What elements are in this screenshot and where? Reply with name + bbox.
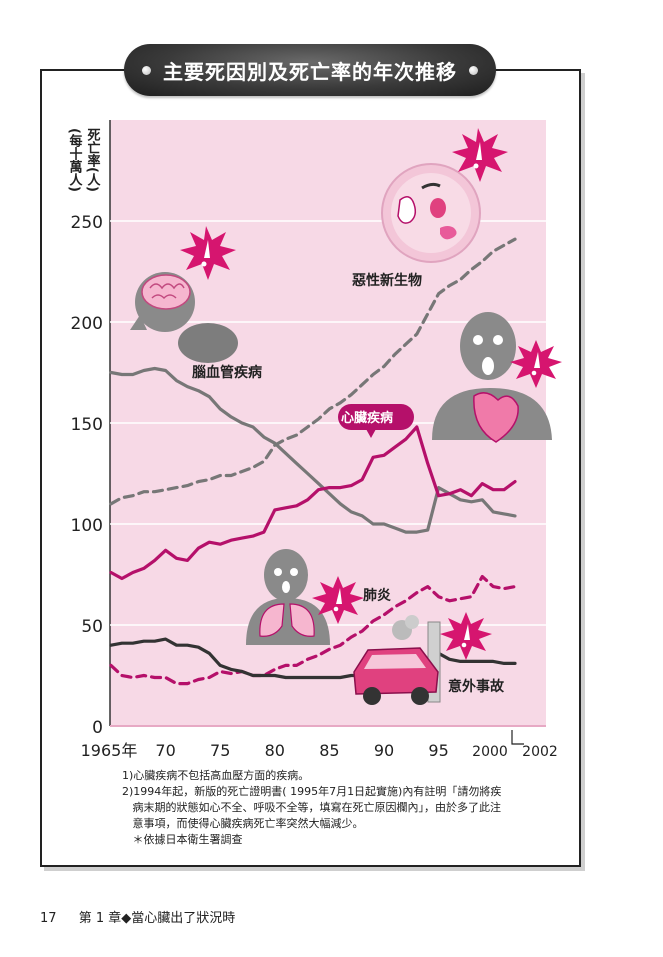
alert-burst-icon-lungs [312,576,364,624]
x-tick-label: 85 [319,741,339,760]
page-footer: 17 第 1 章◆當心臟出了狀況時 [40,907,253,926]
chapter-title: 第 1 章◆當心臟出了狀況時 [78,911,236,926]
series-line-2 [109,425,517,581]
car-crash-illustration [353,615,441,705]
bullet-dot-icon [469,65,478,75]
cancer-cells-illustration [381,163,481,263]
alert-burst-icon-cancer [452,128,508,182]
series-label-accident: 意外事故 [448,678,505,695]
series-line-4 [109,637,517,680]
footnote-line: 2)1994年起，新版的死亡證明書( 1995年7月1日起實施)內有註明「請勿將… [122,785,502,798]
alert-burst-icon-brain [180,226,236,280]
alert-burst-icon-heart [510,340,562,388]
x-tick-label: 75 [210,741,230,760]
lungs-person-illustration [246,549,330,645]
y-tick-label: 100 [71,516,103,536]
x-tick-label: 70 [155,741,175,760]
x-tick-bracket [511,730,524,745]
series-label-pneumonia: 肺炎 [363,588,391,604]
page-number: 17 [40,911,57,926]
series-line-3 [109,574,517,686]
y-axis-label-line2: (每十萬人) [67,128,83,192]
series-label-cancer: 惡性新生物 [352,272,422,289]
y-axis-label-line1: 死亡率(人) [85,128,101,192]
x-tick-label: 2002 [522,744,558,760]
bullet-dot-icon [142,65,151,75]
footnote-line: 病末期的狀態如心不全、呼吸不全等，填寫在死亡原因欄內」，由於多了此注 [122,801,501,814]
x-tick-label: 95 [428,741,448,760]
y-tick-label: 150 [71,415,103,435]
x-tick-label: 1965年 [81,741,138,760]
brain-head-illustration [130,272,238,363]
footnotes: 1)心臟疾病不包括高血壓方面的疾病。 2)1994年起，新版的死亡證明書( 19… [122,768,562,848]
x-tick-labels: 1965年 70 75 80 85 90 95 2000 2002 [81,730,558,760]
y-axis-label: 死亡率(人) (每十萬人) [67,128,101,192]
series-label-heart: 心臟疾病 [341,410,393,426]
y-tick-label: 250 [71,213,103,233]
y-tick-labels: 0 50 100 150 200 250 [71,213,103,738]
x-tick-label: 2000 [472,744,508,760]
y-tick-label: 0 [92,718,103,738]
y-tick-label: 200 [71,314,103,334]
series-label-stroke: 腦血管疾病 [192,364,262,381]
footnote-line: 1)心臟疾病不包括高血壓方面的疾病。 [122,769,310,782]
title-banner: 主要死因別及死亡率的年次推移 [124,44,496,96]
series-line-0 [109,237,517,506]
series-label-heart-bubble: 心臟疾病 [338,404,414,438]
alert-burst-icon-car [440,612,492,660]
series-lines [109,237,517,686]
heart-person-illustration [432,312,552,443]
x-tick-label: 80 [265,741,285,760]
x-tick-label: 90 [374,741,394,760]
footnote-line: 意事項，而使得心臟疾病死亡率突然大幅減少。 [122,817,364,830]
footnote-line: ＊依據日本衛生署調查 [122,833,243,846]
page-title: 主要死因別及死亡率的年次推移 [163,59,457,84]
y-tick-label: 50 [81,617,103,637]
